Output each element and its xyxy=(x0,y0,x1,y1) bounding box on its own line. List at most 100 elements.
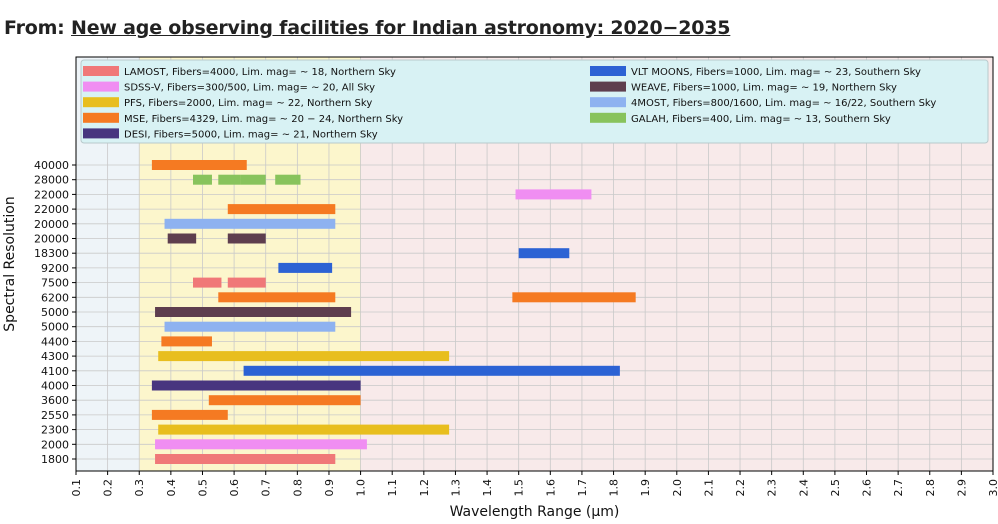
legend-swatch-1 xyxy=(83,66,119,76)
y-tick-label-12: 6200 xyxy=(41,291,69,304)
bar-series-4-segment-5 xyxy=(512,292,636,303)
y-tick-label-14: 9200 xyxy=(41,262,69,275)
x-tick-label-0.6: 0.6 xyxy=(228,479,241,497)
x-axis-title: Wavelength Range (μm) xyxy=(450,504,620,520)
bar-series-1-segment-1 xyxy=(155,454,336,464)
legend-label-1: LAMOST, Fibers=4000, Lim. mag= ~ 18, Nor… xyxy=(124,67,396,78)
y-tick-label-2: 2000 xyxy=(41,438,69,451)
legend-label-3: PFS, Fibers=2000, Lim. mag= ~ 22, Northe… xyxy=(124,98,372,109)
x-axis-ticks: 0.1 0.2 0.3 0.4 0.5 0.6 0.7 0.8 0.9 1.0 1.1 1.2 1.3 1… xyxy=(70,471,998,497)
bar-series-5-segment-1 xyxy=(151,380,361,391)
legend-box xyxy=(80,59,989,144)
range-bars xyxy=(151,160,636,464)
legend-label-7: WEAVE, Fibers=1000, Lim. mag= ~ 19, Nort… xyxy=(631,83,897,94)
bar-series-8-segment-1 xyxy=(164,321,336,332)
x-tick-label-2.8: 2.8 xyxy=(924,479,937,497)
x-tick-label-1.2: 1.2 xyxy=(418,479,431,497)
legend-swatch-6 xyxy=(590,66,626,76)
bar-series-9-segment-4 xyxy=(275,174,301,185)
x-tick-label-2.0: 2.0 xyxy=(671,479,684,497)
bar-series-1-segment-2 xyxy=(192,277,222,288)
legend-label-6: VLT MOONS, Fibers=1000, Lim. mag= ~ 23, … xyxy=(631,67,921,78)
x-tick-label-1.1: 1.1 xyxy=(386,479,399,497)
y-axis-ticks: 1800200023002550360040004100430044005000… xyxy=(34,159,76,466)
x-tick-label-1.4: 1.4 xyxy=(481,479,494,497)
legend: LAMOST, Fibers=4000, Lim. mag= ~ 18, Nor… xyxy=(80,59,989,144)
x-tick-label-0.1: 0.1 xyxy=(70,479,83,497)
x-tick-label-2.4: 2.4 xyxy=(797,479,810,497)
x-tick-label-0.5: 0.5 xyxy=(196,479,209,497)
bar-series-6-segment-2 xyxy=(278,262,333,273)
y-tick-label-8: 4300 xyxy=(41,350,69,363)
y-tick-label-21: 40000 xyxy=(34,159,69,172)
bar-series-4-segment-2 xyxy=(208,395,361,406)
x-tick-label-3.0: 3.0 xyxy=(987,479,998,497)
y-tick-label-10: 5000 xyxy=(41,321,69,334)
bar-series-2-segment-1 xyxy=(155,439,367,450)
x-tick-label-1.8: 1.8 xyxy=(608,479,621,497)
y-tick-label-13: 7500 xyxy=(41,277,69,290)
bar-series-3-segment-2 xyxy=(158,351,450,362)
legend-label-5: DESI, Fibers=5000, Lim. mag= ~ 21, North… xyxy=(124,129,378,140)
x-tick-label-2.9: 2.9 xyxy=(955,479,968,497)
legend-swatch-8 xyxy=(590,97,626,108)
bar-series-8-segment-2 xyxy=(164,218,336,229)
bar-series-9-segment-3 xyxy=(240,174,266,185)
y-axis-title: Spectral Resolution xyxy=(2,196,18,331)
x-tick-label-0.4: 0.4 xyxy=(165,479,178,497)
bar-series-6-segment-1 xyxy=(243,365,620,376)
legend-swatch-3 xyxy=(83,97,119,108)
bar-series-6-segment-3 xyxy=(518,248,570,259)
y-tick-label-11: 5000 xyxy=(41,306,69,319)
y-tick-label-5: 3600 xyxy=(41,394,69,407)
x-tick-label-0.8: 0.8 xyxy=(291,479,304,497)
y-tick-label-18: 22000 xyxy=(34,203,69,216)
y-tick-label-4: 2550 xyxy=(41,409,69,422)
plot-frame xyxy=(75,56,994,472)
x-tick-label-0.9: 0.9 xyxy=(323,479,336,497)
bar-series-4-segment-1 xyxy=(151,409,228,420)
x-tick-label-2.7: 2.7 xyxy=(892,479,905,497)
bar-series-2-segment-2 xyxy=(515,189,592,200)
x-tick-label-2.3: 2.3 xyxy=(766,479,779,497)
bar-series-7-segment-3 xyxy=(227,233,266,244)
y-tick-label-7: 4100 xyxy=(41,365,69,378)
x-tick-label-2.5: 2.5 xyxy=(829,479,842,497)
y-tick-label-6: 4000 xyxy=(41,380,69,393)
legend-label-4: MSE, Fibers=4329, Lim. mag= ~ 20 − 24, N… xyxy=(124,114,403,125)
bar-series-4-segment-4 xyxy=(218,292,336,303)
bar-series-1-segment-3 xyxy=(227,277,266,288)
y-tick-label-1: 1800 xyxy=(41,453,69,466)
y-tick-label-17: 20000 xyxy=(34,218,69,231)
x-tick-label-2.1: 2.1 xyxy=(702,479,715,497)
x-tick-label-1.5: 1.5 xyxy=(513,479,526,497)
bar-series-4-segment-7 xyxy=(151,160,247,170)
bar-series-9-segment-1 xyxy=(192,174,212,185)
source-label: From: xyxy=(4,17,65,39)
source-title-link[interactable]: New age observing facilities for Indian … xyxy=(71,17,731,39)
x-tick-label-1.7: 1.7 xyxy=(576,479,589,497)
y-tick-label-9: 4400 xyxy=(41,335,69,348)
legend-label-8: 4MOST, Fibers=800/1600, Lim. mag= ~ 16/2… xyxy=(631,98,936,109)
legend-label-2: SDSS-V, Fibers=300/500, Lim. mag= ~ 20, … xyxy=(124,83,375,94)
bar-series-7-segment-2 xyxy=(167,233,197,244)
x-tick-label-1.0: 1.0 xyxy=(355,479,368,497)
y-tick-label-3: 2300 xyxy=(41,424,69,437)
y-tick-label-15: 18300 xyxy=(34,247,69,260)
x-tick-label-0.2: 0.2 xyxy=(102,479,115,497)
legend-swatch-7 xyxy=(590,81,626,92)
x-tick-label-1.6: 1.6 xyxy=(544,479,557,497)
bar-series-4-segment-6 xyxy=(227,204,336,215)
source-caption: From: New age observing facilities for I… xyxy=(4,17,731,39)
x-tick-label-0.7: 0.7 xyxy=(260,479,273,497)
legend-swatch-5 xyxy=(83,128,119,139)
x-tick-label-2.6: 2.6 xyxy=(861,479,874,497)
bar-series-4-segment-3 xyxy=(161,336,212,347)
y-tick-label-20: 28000 xyxy=(34,174,69,187)
legend-label-9: GALAH, Fibers=400, Lim. mag= ~ 13, South… xyxy=(631,114,891,125)
y-tick-label-19: 22000 xyxy=(34,188,69,201)
y-tick-label-16: 20000 xyxy=(34,233,69,246)
bar-series-9-segment-2 xyxy=(218,174,241,185)
legend-swatch-9 xyxy=(590,112,626,123)
